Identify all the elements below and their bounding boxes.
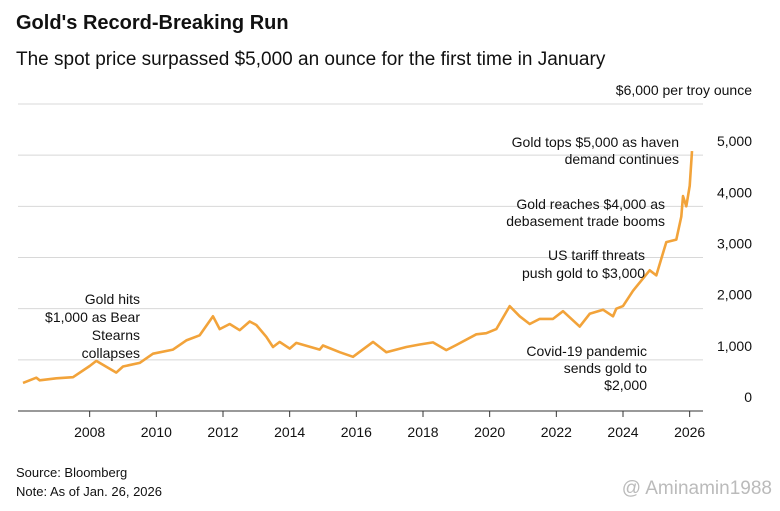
x-tick-label: 2016 [341, 424, 372, 440]
y-tick-label: $6,000 per troy ounce [616, 82, 752, 98]
y-tick-label: 3,000 [717, 236, 752, 252]
y-tick-label: 5,000 [717, 133, 752, 149]
x-tick-label: 2022 [541, 424, 572, 440]
x-tick-label: 2026 [674, 424, 705, 440]
x-tick-label: 2024 [607, 424, 638, 440]
annotation: Gold hits [85, 291, 140, 307]
annotation: US tariff threats [548, 247, 645, 263]
watermark: @ Aminamin1988 [622, 478, 772, 499]
price-line [22, 151, 694, 385]
annotation: $1,000 as Bear [45, 309, 140, 325]
chart-subtitle: The spot price surpassed $5,000 an ounce… [16, 49, 606, 70]
x-tick-label: 2008 [74, 424, 105, 440]
annotation: demand continues [565, 151, 679, 167]
annotation: collapses [82, 345, 140, 361]
annotation: push gold to $3,000 [522, 265, 645, 281]
y-tick-label: 1,000 [717, 338, 752, 354]
y-tick-label: 2,000 [717, 287, 752, 303]
note: Note: As of Jan. 26, 2026 [16, 484, 162, 499]
annotation: Stearns [92, 327, 140, 343]
y-tick-label: 4,000 [717, 184, 752, 200]
annotation: Covid-19 pandemic [526, 343, 647, 359]
x-tick-label: 2020 [474, 424, 505, 440]
annotation: Gold reaches $4,000 as [516, 196, 665, 212]
annotation: $2,000 [604, 377, 647, 393]
chart-title: Gold's Record-Breaking Run [16, 12, 289, 34]
y-tick-label: 0 [744, 389, 752, 405]
annotation: debasement trade booms [506, 213, 665, 229]
x-tick-label: 2010 [141, 424, 172, 440]
x-tick-label: 2018 [407, 424, 438, 440]
annotation: sends gold to [564, 360, 647, 376]
annotation: Gold tops $5,000 as haven [512, 134, 679, 150]
x-tick-label: 2012 [207, 424, 238, 440]
x-tick-label: 2014 [274, 424, 305, 440]
source: Source: Bloomberg [16, 465, 127, 480]
